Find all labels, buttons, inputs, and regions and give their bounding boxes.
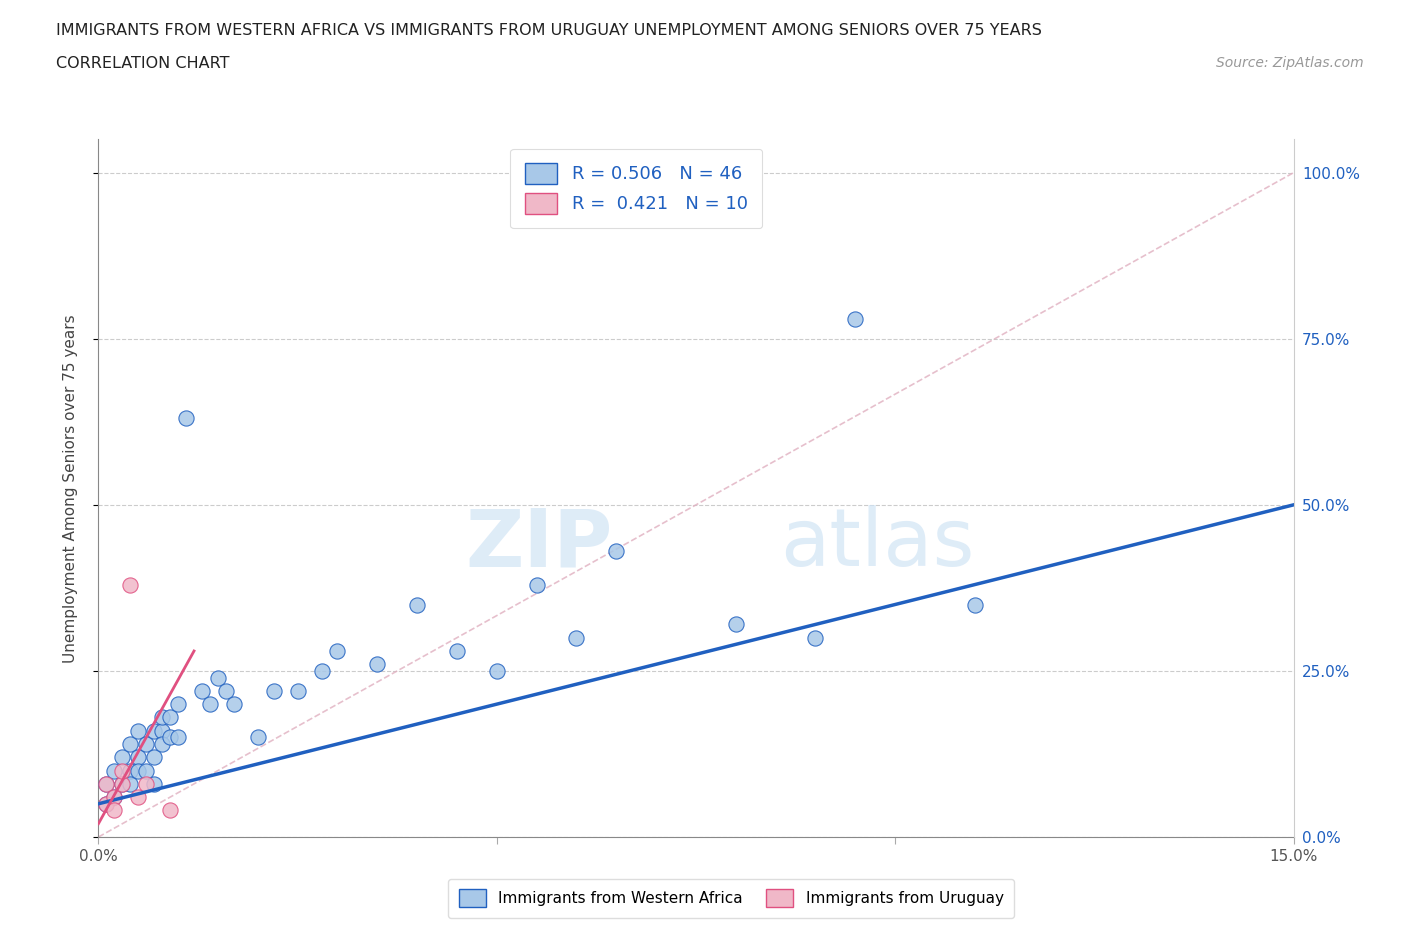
Point <box>127 764 149 778</box>
Point <box>724 617 747 631</box>
Point <box>207 671 229 685</box>
Point <box>159 710 181 724</box>
Point <box>150 737 173 751</box>
Point <box>120 764 142 778</box>
Point <box>120 737 142 751</box>
Point <box>150 710 173 724</box>
Point <box>120 578 142 592</box>
Point <box>287 684 309 698</box>
Point <box>804 631 827 645</box>
Point <box>127 750 149 764</box>
Point <box>96 777 118 791</box>
Point <box>159 803 181 817</box>
Point <box>215 684 238 698</box>
Point <box>111 750 134 764</box>
Point <box>222 697 245 711</box>
Text: ZIP: ZIP <box>465 505 613 583</box>
Point <box>135 737 157 751</box>
Point <box>143 777 166 791</box>
Point <box>844 312 866 326</box>
Point <box>191 684 214 698</box>
Point <box>143 724 166 738</box>
Point <box>963 597 986 612</box>
Point <box>159 730 181 745</box>
Point <box>406 597 429 612</box>
Point <box>605 544 627 559</box>
Point <box>103 764 125 778</box>
Point <box>135 777 157 791</box>
Point <box>135 764 157 778</box>
Point <box>103 790 125 804</box>
Text: CORRELATION CHART: CORRELATION CHART <box>56 56 229 71</box>
Point <box>485 663 508 678</box>
Point <box>127 790 149 804</box>
Point <box>96 796 118 811</box>
Point <box>96 796 118 811</box>
Point <box>263 684 285 698</box>
Point <box>127 724 149 738</box>
Point <box>326 644 349 658</box>
Y-axis label: Unemployment Among Seniors over 75 years: Unemployment Among Seniors over 75 years <box>63 314 77 662</box>
Point <box>103 803 125 817</box>
Point <box>174 411 197 426</box>
Point <box>526 578 548 592</box>
Point <box>565 631 588 645</box>
Point <box>111 777 134 791</box>
Text: atlas: atlas <box>779 505 974 583</box>
Point <box>167 730 190 745</box>
Point <box>150 724 173 738</box>
Point <box>198 697 221 711</box>
Text: Source: ZipAtlas.com: Source: ZipAtlas.com <box>1216 56 1364 70</box>
Legend: Immigrants from Western Africa, Immigrants from Uruguay: Immigrants from Western Africa, Immigran… <box>449 879 1014 918</box>
Point <box>366 657 388 671</box>
Legend: R = 0.506   N = 46, R =  0.421   N = 10: R = 0.506 N = 46, R = 0.421 N = 10 <box>510 149 762 228</box>
Point <box>167 697 190 711</box>
Point <box>96 777 118 791</box>
Point <box>246 730 269 745</box>
Point <box>111 777 134 791</box>
Point <box>446 644 468 658</box>
Text: IMMIGRANTS FROM WESTERN AFRICA VS IMMIGRANTS FROM URUGUAY UNEMPLOYMENT AMONG SEN: IMMIGRANTS FROM WESTERN AFRICA VS IMMIGR… <box>56 23 1042 38</box>
Point <box>103 790 125 804</box>
Point <box>120 777 142 791</box>
Point <box>311 663 333 678</box>
Point <box>111 764 134 778</box>
Point <box>143 750 166 764</box>
